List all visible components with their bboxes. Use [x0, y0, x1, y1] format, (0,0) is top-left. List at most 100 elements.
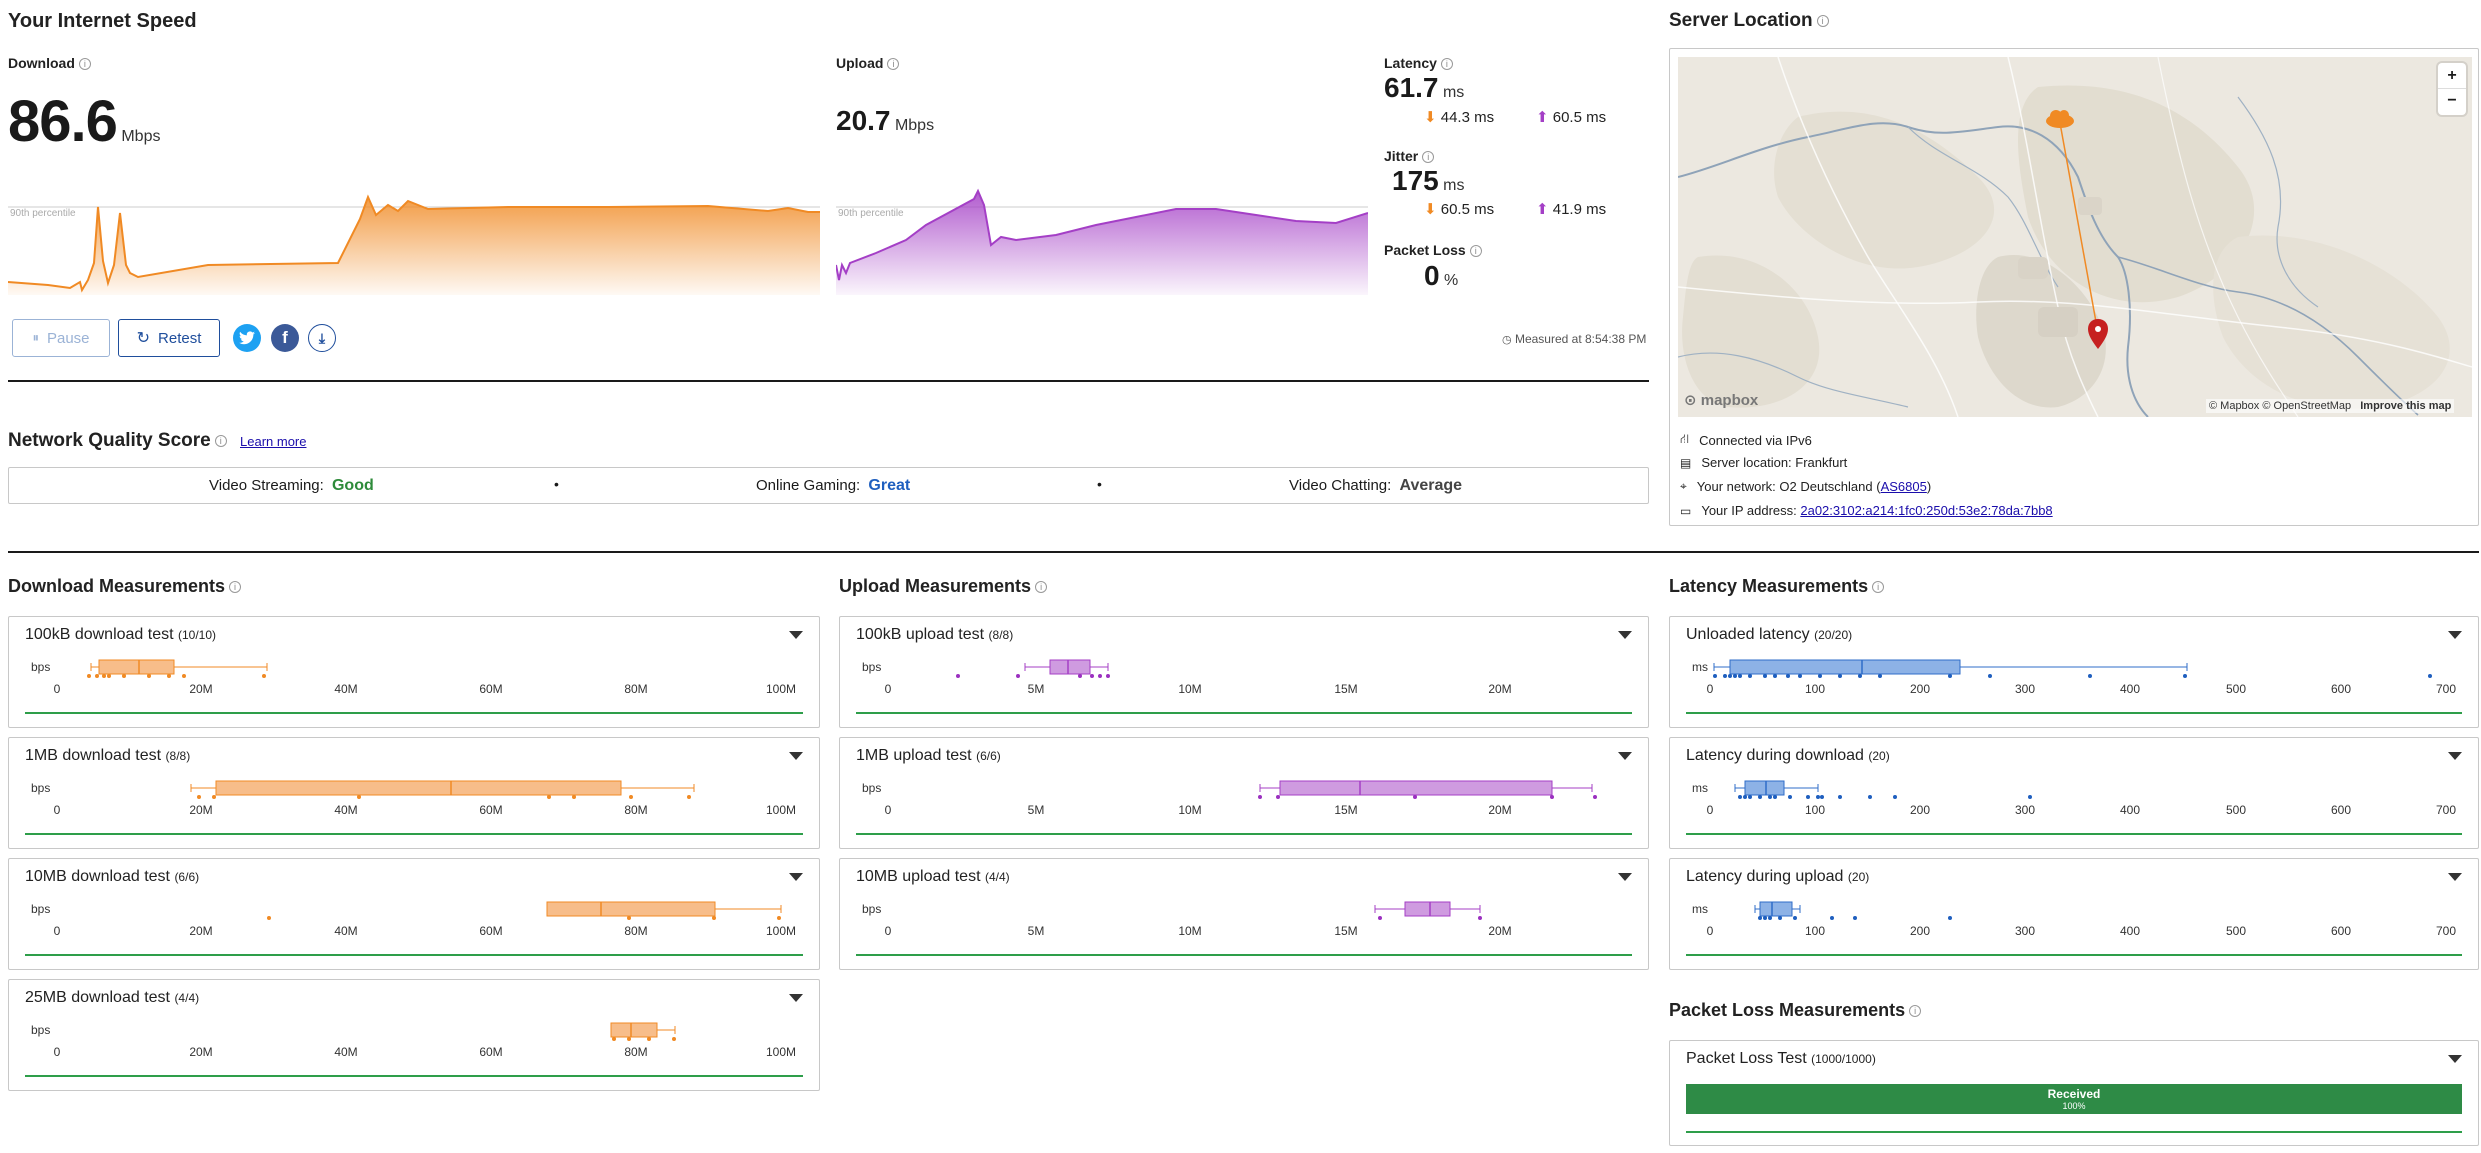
sample-point[interactable]	[687, 795, 691, 799]
sample-point[interactable]	[1838, 795, 1842, 799]
iqr-box[interactable]	[1744, 780, 1785, 796]
info-icon[interactable]: i	[1422, 151, 1435, 164]
iqr-box[interactable]	[1404, 901, 1451, 917]
sample-point[interactable]	[1728, 674, 1732, 678]
sample-point[interactable]	[1768, 795, 1772, 799]
sample-point[interactable]	[1793, 916, 1797, 920]
sample-point[interactable]	[1773, 674, 1777, 678]
info-icon[interactable]: i	[1469, 245, 1482, 258]
sample-point[interactable]	[1258, 795, 1262, 799]
sample-point[interactable]	[1830, 916, 1834, 920]
sample-point[interactable]	[1550, 795, 1554, 799]
iqr-box[interactable]	[1729, 659, 1961, 675]
sample-point[interactable]	[122, 674, 126, 678]
retest-button[interactable]: ↻ Retest	[118, 319, 220, 357]
sample-point[interactable]	[612, 1037, 616, 1041]
info-icon[interactable]: i	[214, 434, 227, 447]
twitter-share-icon[interactable]	[233, 324, 261, 352]
sample-point[interactable]	[1786, 674, 1790, 678]
sample-point[interactable]	[1778, 916, 1782, 920]
sample-point[interactable]	[147, 674, 151, 678]
info-icon[interactable]: i	[1816, 14, 1829, 27]
sample-point[interactable]	[1413, 795, 1417, 799]
sample-point[interactable]	[956, 674, 960, 678]
sample-point[interactable]	[1478, 916, 1482, 920]
sample-point[interactable]	[95, 674, 99, 678]
sample-point[interactable]	[1878, 674, 1882, 678]
info-icon[interactable]: i	[1909, 1005, 1922, 1018]
pause-button[interactable]: ⏸ Pause	[12, 319, 110, 357]
iqr-box[interactable]	[1049, 659, 1091, 675]
sample-point[interactable]	[1818, 674, 1822, 678]
map-attribution-text[interactable]: © Mapbox © OpenStreetMap	[2209, 400, 2352, 412]
sample-point[interactable]	[1713, 674, 1717, 678]
info-icon[interactable]: i	[1440, 58, 1453, 71]
chevron-down-icon[interactable]	[789, 752, 803, 760]
sample-point[interactable]	[1853, 916, 1857, 920]
sample-point[interactable]	[1763, 916, 1767, 920]
mapbox-logo[interactable]: ⊙ mapbox	[1684, 391, 1758, 409]
iqr-box[interactable]	[215, 780, 622, 796]
sample-point[interactable]	[1738, 795, 1742, 799]
sample-point[interactable]	[1378, 916, 1382, 920]
sample-point[interactable]	[1868, 795, 1872, 799]
improve-map-link[interactable]: Improve this map	[2360, 400, 2452, 412]
info-icon[interactable]: i	[1872, 581, 1885, 594]
download-results-icon[interactable]: ⤓	[308, 324, 336, 352]
sample-point[interactable]	[1816, 795, 1820, 799]
sample-point[interactable]	[212, 795, 216, 799]
iqr-box[interactable]	[610, 1022, 658, 1038]
sample-point[interactable]	[572, 795, 576, 799]
as-number-link[interactable]: AS6805	[1880, 479, 1927, 494]
sample-point[interactable]	[1723, 674, 1727, 678]
info-icon[interactable]: i	[887, 58, 900, 71]
sample-point[interactable]	[1733, 674, 1737, 678]
server-map[interactable]	[1678, 57, 2472, 417]
sample-point[interactable]	[547, 795, 551, 799]
zoom-in-button[interactable]: +	[2438, 63, 2466, 89]
sample-point[interactable]	[1276, 795, 1280, 799]
sample-point[interactable]	[1743, 795, 1747, 799]
ip-address-link[interactable]: 2a02:3102:a214:1fc0:250d:53e2:78da:7bb8	[1800, 503, 2053, 518]
sample-point[interactable]	[167, 674, 171, 678]
sample-point[interactable]	[1948, 916, 1952, 920]
sample-point[interactable]	[267, 916, 271, 920]
sample-point[interactable]	[1768, 916, 1772, 920]
facebook-share-icon[interactable]: f	[271, 324, 299, 352]
sample-point[interactable]	[2088, 674, 2092, 678]
sample-point[interactable]	[197, 795, 201, 799]
sample-point[interactable]	[1758, 795, 1762, 799]
info-icon[interactable]: i	[229, 581, 242, 594]
sample-point[interactable]	[1758, 916, 1762, 920]
info-icon[interactable]: i	[78, 58, 91, 71]
chevron-down-icon[interactable]	[1618, 752, 1632, 760]
sample-point[interactable]	[1858, 674, 1862, 678]
sample-point[interactable]	[1820, 795, 1824, 799]
chevron-down-icon[interactable]	[789, 631, 803, 639]
chevron-down-icon[interactable]	[1618, 873, 1632, 881]
sample-point[interactable]	[1798, 674, 1802, 678]
sample-point[interactable]	[1016, 674, 1020, 678]
chevron-down-icon[interactable]	[1618, 631, 1632, 639]
sample-point[interactable]	[777, 916, 781, 920]
chevron-down-icon[interactable]	[2448, 631, 2462, 639]
sample-point[interactable]	[1738, 674, 1742, 678]
sample-point[interactable]	[1748, 795, 1752, 799]
chevron-down-icon[interactable]	[2448, 752, 2462, 760]
chevron-down-icon[interactable]	[789, 994, 803, 1002]
sample-point[interactable]	[1090, 674, 1094, 678]
sample-point[interactable]	[1788, 795, 1792, 799]
sample-point[interactable]	[87, 674, 91, 678]
iqr-box[interactable]	[1759, 901, 1793, 917]
sample-point[interactable]	[1773, 795, 1777, 799]
sample-point[interactable]	[2428, 674, 2432, 678]
sample-point[interactable]	[107, 674, 111, 678]
sample-point[interactable]	[102, 674, 106, 678]
sample-point[interactable]	[1806, 795, 1810, 799]
sample-point[interactable]	[1748, 674, 1752, 678]
sample-point[interactable]	[712, 916, 716, 920]
sample-point[interactable]	[1763, 674, 1767, 678]
sample-point[interactable]	[2028, 795, 2032, 799]
sample-point[interactable]	[1838, 674, 1842, 678]
chevron-down-icon[interactable]	[2448, 873, 2462, 881]
